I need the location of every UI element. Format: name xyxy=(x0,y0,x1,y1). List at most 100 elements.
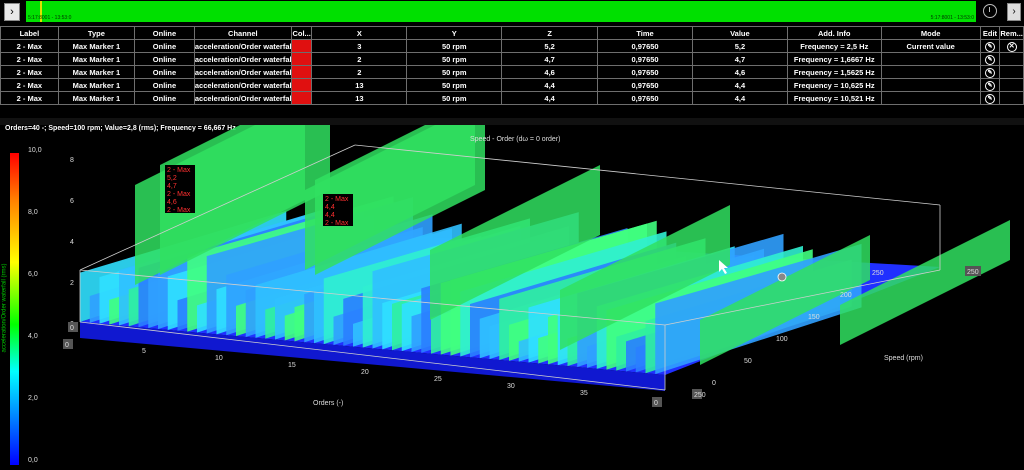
table-cell: 13 xyxy=(311,78,408,92)
waterfall-plot[interactable]: Speed - Order (dω = 0 order)864205101520… xyxy=(0,125,1024,470)
marker-label: 2 - Max xyxy=(167,207,191,214)
table-row[interactable]: 2 - Max Max Marker 1 Online acceleration/Or… xyxy=(0,65,1024,79)
waterfall-chart[interactable]: Orders=40 -; Speed=100 rpm; Value=2,8 (r… xyxy=(0,125,1024,470)
table-cell: Frequency = 1,5625 Hz xyxy=(786,65,882,79)
column-header[interactable]: Online xyxy=(134,26,195,40)
edit-cell[interactable]: ✎ xyxy=(979,78,1001,92)
column-header[interactable]: Y xyxy=(406,26,503,40)
marker-label-bg xyxy=(165,165,195,173)
timeline-start-label: 5:17:8001 - 13:53:0 xyxy=(28,15,72,21)
marker-label-bg xyxy=(165,189,195,197)
color-swatch[interactable] xyxy=(290,91,313,105)
box-value-bg xyxy=(63,339,73,349)
edit-icon[interactable]: ✎ xyxy=(984,54,995,65)
table-cell: Max Marker 1 xyxy=(57,52,136,66)
x-axis-tick: 10 xyxy=(215,355,223,362)
table-cell xyxy=(880,52,981,66)
table-cell: Online xyxy=(134,91,195,105)
z-axis-tick: 2 xyxy=(70,280,74,287)
remove-cell[interactable] xyxy=(999,52,1024,66)
table-row[interactable]: 2 - Max Max Marker 1 Online acceleration/Or… xyxy=(0,91,1024,105)
marker-label: 4,7 xyxy=(167,183,177,190)
table-cell: Frequency = 10,521 Hz xyxy=(786,91,882,105)
marker-label-bg xyxy=(323,202,353,210)
remove-icon[interactable]: ✕ xyxy=(1006,41,1017,52)
table-row[interactable]: 2 - Max Max Marker 1 Online acceleration/Or… xyxy=(0,78,1024,92)
table-cell: Max Marker 1 xyxy=(57,65,136,79)
remove-cell[interactable] xyxy=(999,65,1024,79)
table-cell: 2 xyxy=(311,65,408,79)
play-button[interactable]: › xyxy=(4,3,20,21)
column-header[interactable]: Rem... xyxy=(999,26,1024,40)
edit-icon[interactable]: ✎ xyxy=(984,41,995,52)
column-header[interactable]: Time xyxy=(597,26,693,40)
marker-label-bg xyxy=(323,218,353,226)
table-cell: 4,7 xyxy=(691,52,788,66)
table-cell: 50 rpm xyxy=(406,91,503,105)
remove-cell[interactable]: ✕ xyxy=(999,39,1024,53)
column-header[interactable]: Edit xyxy=(979,26,1001,40)
colorbar-tick: 6,0 xyxy=(28,271,38,278)
peak-slice xyxy=(430,165,600,320)
column-header[interactable]: Add. Info xyxy=(786,26,882,40)
color-swatch[interactable] xyxy=(290,52,313,66)
table-header-row: Label Type Online Channel Col... X Y Z Time Value… xyxy=(0,26,1024,40)
remove-cell[interactable] xyxy=(999,91,1024,105)
peak-slice xyxy=(840,220,1010,345)
edit-icon[interactable]: ✎ xyxy=(984,93,995,104)
table-cell xyxy=(880,91,981,105)
table-row[interactable]: 2 - Max Max Marker 1 Online acceleration/Or… xyxy=(0,39,1024,53)
table-cell: 4,6 xyxy=(501,65,599,79)
edit-cell[interactable]: ✎ xyxy=(979,39,1001,53)
column-header[interactable]: X xyxy=(311,26,408,40)
cursor-status-text: Orders=40 -; Speed=100 rpm; Value=2,8 (r… xyxy=(5,125,236,132)
column-header[interactable]: Channel xyxy=(193,26,292,40)
box-value: 0 xyxy=(65,342,69,349)
edit-cell[interactable]: ✎ xyxy=(979,65,1001,79)
box-value: 0 xyxy=(70,325,74,332)
marker-label: 4,4 xyxy=(325,212,335,219)
box-value-bg xyxy=(68,322,78,332)
box-value-bg xyxy=(965,266,981,276)
column-header[interactable]: Label xyxy=(0,26,59,40)
x-axis-tick: 5 xyxy=(142,348,146,355)
table-cell: acceleration/Order waterfall xyxy=(193,65,292,79)
edit-cell[interactable]: ✎ xyxy=(979,52,1001,66)
table-cell: 2 - Max xyxy=(0,39,59,53)
splitter[interactable] xyxy=(0,118,1024,125)
marker-label: 4,6 xyxy=(167,199,177,206)
table-cell: 2 - Max xyxy=(0,78,59,92)
timeline-slider[interactable]: 5:17:8001 - 13:53:0 5:17:8001 - 13:53:0 xyxy=(26,1,976,22)
table-cell: Max Marker 1 xyxy=(57,39,136,53)
table-row[interactable]: 2 - Max Max Marker 1 Online acceleration/Or… xyxy=(0,52,1024,66)
table-cell: 2 xyxy=(311,52,408,66)
timeline-cursor[interactable] xyxy=(40,1,42,22)
edit-icon[interactable]: ✎ xyxy=(984,67,995,78)
x-axis-tick: 30 xyxy=(507,383,515,390)
table-cell: 5,2 xyxy=(501,39,599,53)
column-header[interactable]: Mode xyxy=(880,26,981,40)
box-edge xyxy=(354,144,941,206)
color-swatch[interactable] xyxy=(290,65,313,79)
y-axis-tick: 200 xyxy=(840,292,852,299)
y-axis-tick: 50 xyxy=(744,358,752,365)
column-header[interactable]: Col... xyxy=(290,26,313,40)
table-cell: Online xyxy=(134,65,195,79)
color-swatch[interactable] xyxy=(290,39,313,53)
remove-cell[interactable] xyxy=(999,78,1024,92)
color-swatch[interactable] xyxy=(290,78,313,92)
z-axis-tick: 6 xyxy=(70,198,74,205)
table-cell: 4,4 xyxy=(501,91,599,105)
table-cell: 4,6 xyxy=(691,65,788,79)
column-header[interactable]: Value xyxy=(691,26,788,40)
clock-icon[interactable] xyxy=(983,4,997,18)
edit-icon[interactable]: ✎ xyxy=(984,80,995,91)
next-button[interactable]: › xyxy=(1007,3,1021,21)
box-value-bg xyxy=(692,389,702,399)
table-cell: acceleration/Order waterfall xyxy=(193,52,292,66)
table-cell: 3 xyxy=(311,39,408,53)
edit-cell[interactable]: ✎ xyxy=(979,91,1001,105)
color-scale-bar xyxy=(10,153,19,465)
column-header[interactable]: Z xyxy=(501,26,599,40)
column-header[interactable]: Type xyxy=(57,26,136,40)
